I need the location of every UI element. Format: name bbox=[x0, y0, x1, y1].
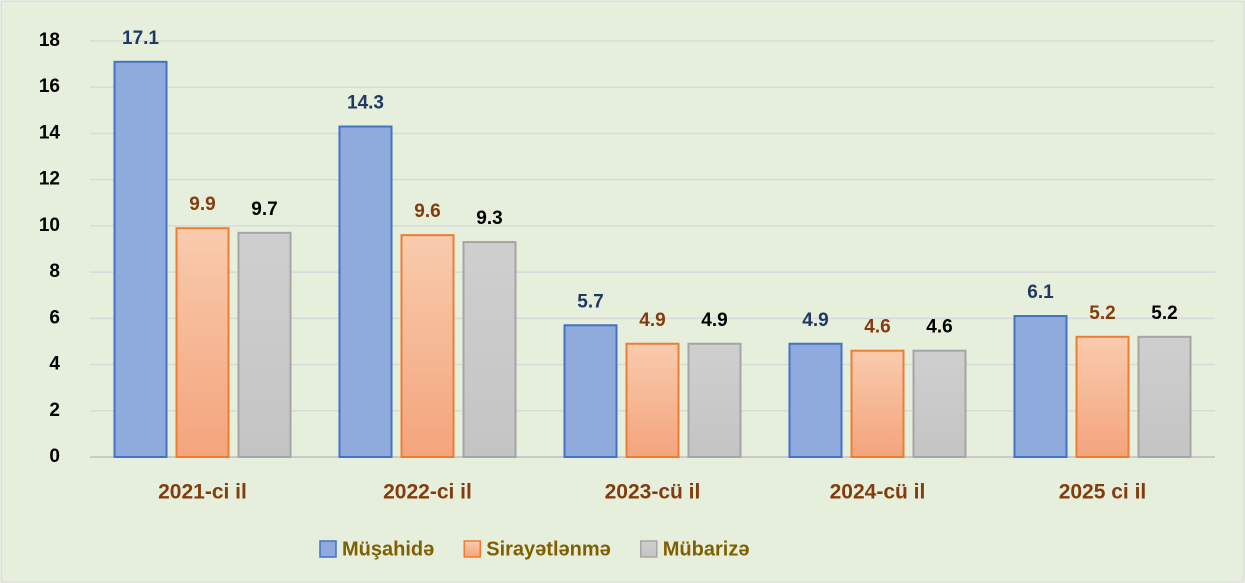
bar bbox=[1013, 315, 1068, 458]
value-label: 9.3 bbox=[476, 208, 502, 229]
legend-label: Sirayətlənmə bbox=[486, 538, 611, 560]
bar bbox=[113, 60, 168, 459]
bar bbox=[788, 342, 843, 458]
x-tick-label: 2023-cü il bbox=[605, 481, 701, 504]
y-tick-label: 16 bbox=[39, 76, 60, 97]
value-label: 9.7 bbox=[251, 199, 277, 220]
x-tick-label: 2024-cü il bbox=[830, 481, 926, 504]
value-label: 4.9 bbox=[701, 310, 727, 331]
legend-swatch bbox=[463, 540, 481, 558]
y-tick-label: 6 bbox=[49, 307, 60, 328]
y-tick-label: 14 bbox=[39, 122, 61, 143]
value-label: 9.9 bbox=[189, 194, 215, 215]
bar bbox=[1137, 335, 1192, 459]
bar bbox=[237, 231, 292, 458]
value-label: 5.7 bbox=[577, 291, 603, 312]
value-label: 4.6 bbox=[926, 317, 952, 338]
bar bbox=[338, 125, 393, 458]
bar bbox=[687, 342, 742, 458]
x-tick-label: 2025 ci il bbox=[1059, 481, 1147, 504]
y-tick-label: 2 bbox=[49, 400, 60, 421]
legend-label: Müşahidə bbox=[342, 538, 434, 560]
y-tick-label: 10 bbox=[39, 215, 60, 236]
value-label: 4.9 bbox=[639, 310, 665, 331]
bar bbox=[912, 349, 967, 459]
value-label: 17.1 bbox=[122, 28, 159, 49]
bar bbox=[850, 349, 905, 459]
value-label: 4.9 bbox=[802, 310, 828, 331]
value-label: 4.6 bbox=[864, 317, 890, 338]
value-label: 5.2 bbox=[1151, 303, 1177, 324]
bar bbox=[563, 324, 618, 458]
value-label: 14.3 bbox=[347, 93, 384, 114]
y-tick-label: 8 bbox=[49, 261, 60, 282]
x-tick-label: 2022-ci il bbox=[383, 481, 472, 504]
y-tick-label: 4 bbox=[49, 354, 60, 375]
bar bbox=[625, 342, 680, 458]
value-label: 9.6 bbox=[414, 201, 440, 222]
y-tick-label: 18 bbox=[39, 30, 60, 51]
bar bbox=[462, 241, 517, 458]
legend-swatch bbox=[319, 540, 337, 558]
bar bbox=[175, 227, 230, 458]
x-tick-label: 2021-ci il bbox=[158, 481, 247, 504]
y-tick-label: 0 bbox=[49, 446, 60, 467]
value-label: 6.1 bbox=[1027, 282, 1054, 303]
legend-label: Mübarizə bbox=[663, 538, 750, 560]
value-label: 5.2 bbox=[1089, 303, 1115, 324]
legend-swatch bbox=[640, 540, 658, 558]
bar bbox=[1075, 335, 1130, 459]
y-tick-label: 12 bbox=[39, 169, 60, 190]
bar bbox=[400, 234, 455, 458]
